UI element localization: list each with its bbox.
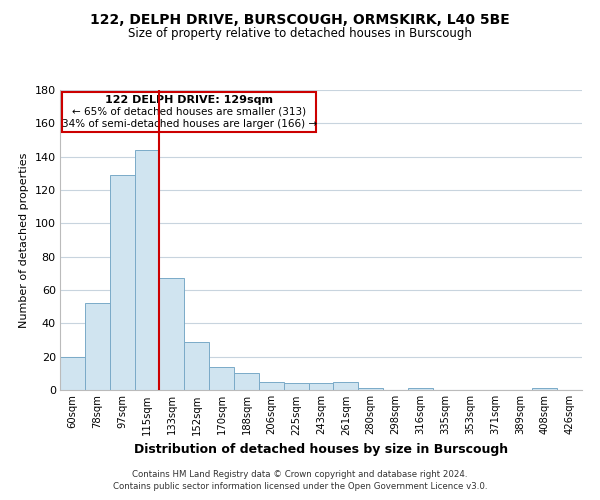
- Bar: [408, 388, 433, 390]
- Text: Contains public sector information licensed under the Open Government Licence v3: Contains public sector information licen…: [113, 482, 487, 491]
- Y-axis label: Number of detached properties: Number of detached properties: [19, 152, 29, 328]
- Bar: [334, 382, 358, 390]
- Bar: [60, 356, 85, 390]
- FancyBboxPatch shape: [62, 92, 316, 132]
- Bar: [209, 366, 234, 390]
- Bar: [358, 388, 383, 390]
- Text: Size of property relative to detached houses in Burscough: Size of property relative to detached ho…: [128, 28, 472, 40]
- Bar: [110, 175, 134, 390]
- Text: 122 DELPH DRIVE: 129sqm: 122 DELPH DRIVE: 129sqm: [105, 94, 273, 104]
- Bar: [259, 382, 284, 390]
- Bar: [308, 384, 334, 390]
- Text: Contains HM Land Registry data © Crown copyright and database right 2024.: Contains HM Land Registry data © Crown c…: [132, 470, 468, 479]
- Bar: [160, 278, 184, 390]
- Bar: [184, 342, 209, 390]
- X-axis label: Distribution of detached houses by size in Burscough: Distribution of detached houses by size …: [134, 443, 508, 456]
- Text: 34% of semi-detached houses are larger (166) →: 34% of semi-detached houses are larger (…: [62, 118, 317, 128]
- Bar: [134, 150, 160, 390]
- Bar: [234, 374, 259, 390]
- Text: ← 65% of detached houses are smaller (313): ← 65% of detached houses are smaller (31…: [72, 106, 307, 117]
- Bar: [532, 388, 557, 390]
- Bar: [284, 384, 308, 390]
- Text: 122, DELPH DRIVE, BURSCOUGH, ORMSKIRK, L40 5BE: 122, DELPH DRIVE, BURSCOUGH, ORMSKIRK, L…: [90, 12, 510, 26]
- Bar: [85, 304, 110, 390]
